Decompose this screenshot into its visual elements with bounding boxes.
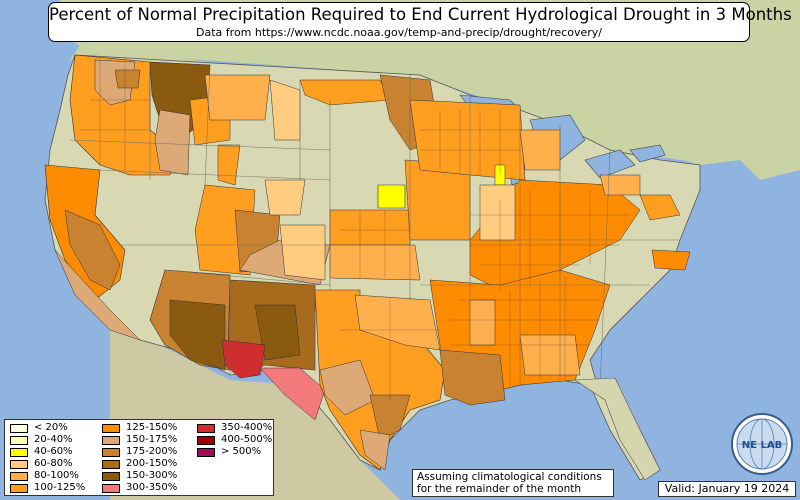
legend-label: 150-175% xyxy=(126,434,178,445)
legend-label: > 500% xyxy=(221,446,262,457)
legend-label: 300-350% xyxy=(126,482,178,493)
legend-item: 150-300% xyxy=(102,470,197,482)
legend-label: < 20% xyxy=(34,422,68,433)
legend-swatch xyxy=(102,483,120,493)
valid-date: Valid: January 19 2024 xyxy=(658,481,796,497)
legend-item: 350-400% xyxy=(197,422,277,434)
legend-swatch xyxy=(102,435,120,445)
florida xyxy=(574,377,661,481)
legend-label: 80-100% xyxy=(34,470,79,481)
legend-label: 350-400% xyxy=(221,422,273,433)
legend-swatch xyxy=(10,435,28,445)
legend-swatch xyxy=(10,423,28,433)
legend-item: 100-125% xyxy=(10,482,102,494)
logo-text: NE LAB xyxy=(742,440,782,451)
legend-item: 40-60% xyxy=(10,446,102,458)
legend-label: 20-40% xyxy=(34,434,73,445)
legend-swatch xyxy=(10,483,28,493)
legend-item: 200-150% xyxy=(102,458,197,470)
legend-label: 400-500% xyxy=(221,434,273,445)
legend-item: < 20% xyxy=(10,422,102,434)
nexlab-globe-logo: NE LAB xyxy=(731,413,793,475)
assumption-note: Assuming climatological conditions for t… xyxy=(412,469,614,497)
legend-swatch xyxy=(10,471,28,481)
legend-label: 200-150% xyxy=(126,458,178,469)
legend-swatch xyxy=(102,447,120,457)
legend-item: 80-100% xyxy=(10,470,102,482)
legend-item: 400-500% xyxy=(197,434,277,446)
legend-swatch xyxy=(197,447,215,457)
legend: < 20% 20-40% 40-60% 60-80% 80-100% 100-125% 12… xyxy=(4,419,274,496)
legend-label: 60-80% xyxy=(34,458,73,469)
legend-label: 150-300% xyxy=(126,470,178,481)
legend-item: 300-350% xyxy=(102,482,197,494)
legend-swatch xyxy=(102,423,120,433)
legend-swatch xyxy=(102,459,120,469)
note-line-1: Assuming climatological conditions xyxy=(417,471,602,483)
legend-swatch xyxy=(102,471,120,481)
map-subtitle: Data from https://www.ncdc.noaa.gov/temp… xyxy=(196,26,602,39)
legend-item: 175-200% xyxy=(102,446,197,458)
legend-label: 175-200% xyxy=(126,446,178,457)
legend-item: > 500% xyxy=(197,446,277,458)
title-box: Percent of Normal Precipitation Required… xyxy=(48,2,792,42)
legend-label: 125-150% xyxy=(126,422,178,433)
legend-swatch xyxy=(10,459,28,469)
legend-item: 20-40% xyxy=(10,434,102,446)
legend-item: 125-150% xyxy=(102,422,197,434)
legend-label: 40-60% xyxy=(34,446,73,457)
legend-swatch xyxy=(197,423,215,433)
legend-item: 150-175% xyxy=(102,434,197,446)
region-midwest xyxy=(409,99,526,181)
legend-swatch xyxy=(10,447,28,457)
legend-swatch xyxy=(197,435,215,445)
note-line-2: for the remainder of the month xyxy=(417,483,582,495)
map-title: Percent of Normal Precipitation Required… xyxy=(49,5,792,24)
legend-item: 60-80% xyxy=(10,458,102,470)
legend-label: 100-125% xyxy=(34,482,86,493)
